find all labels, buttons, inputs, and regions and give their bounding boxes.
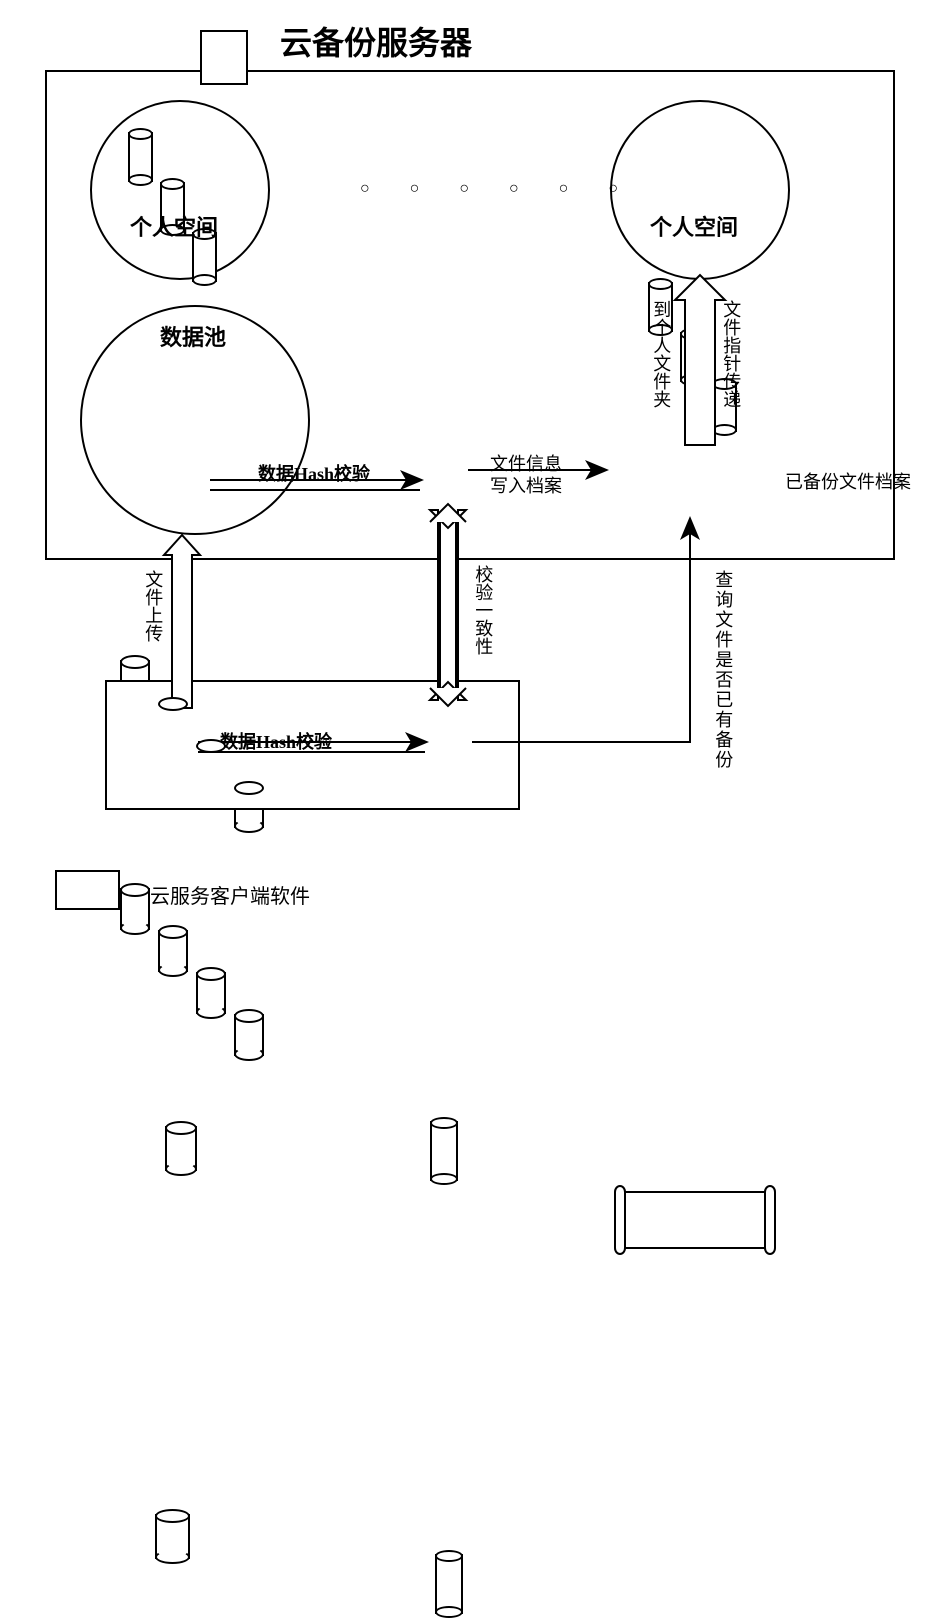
file-info-write-label2: 写入档案 [490,472,562,498]
personal-right-doc2 [680,332,705,382]
hash-doc-server [430,1121,458,1181]
personal-left-doc1 [128,132,153,182]
personal-space-right-label: 个人空间 [650,210,738,242]
archive-label: 已备份文件档案 [785,468,911,494]
pool-cyl-6 [158,930,188,972]
pool-cyl-7 [196,972,226,1014]
client-legend-label: 云服务客户端软件 [150,880,310,909]
archive-scroll-left-end [614,1185,626,1255]
server-tab [200,30,248,85]
diagram-title: 云备份服务器 [280,18,472,64]
pool-cyl-8 [234,1014,264,1056]
hash-check-client-label: 数据Hash校验 [220,728,332,754]
client-legend-box [55,870,120,910]
personal-space-right-circle [610,100,790,280]
data-pool-label: 数据池 [160,320,226,352]
archive-scroll-right-end [764,1185,776,1255]
verify-consistency-label: 校验一致性 [470,565,495,655]
hash-check-server-label: 数据Hash校验 [258,460,370,486]
personal-space-left-label: 个人空间 [130,210,218,242]
pool-cyl-upload [165,1126,197,1171]
to-personal-folder-label: 到个人文件夹 [648,300,673,408]
file-pointer-pass-label: 文件指针传递 [718,300,743,408]
archive-scroll [620,1191,770,1249]
file-upload-label: 文件上传 [140,570,165,642]
ellipsis-dots: ○ ○ ○ ○ ○ ○ [360,180,636,198]
pool-cyl-5 [120,888,150,930]
query-backup-label: 查询文件是否已有备份 [710,570,735,770]
client-cyl [155,1514,190,1559]
hash-doc-client [435,1554,463,1614]
